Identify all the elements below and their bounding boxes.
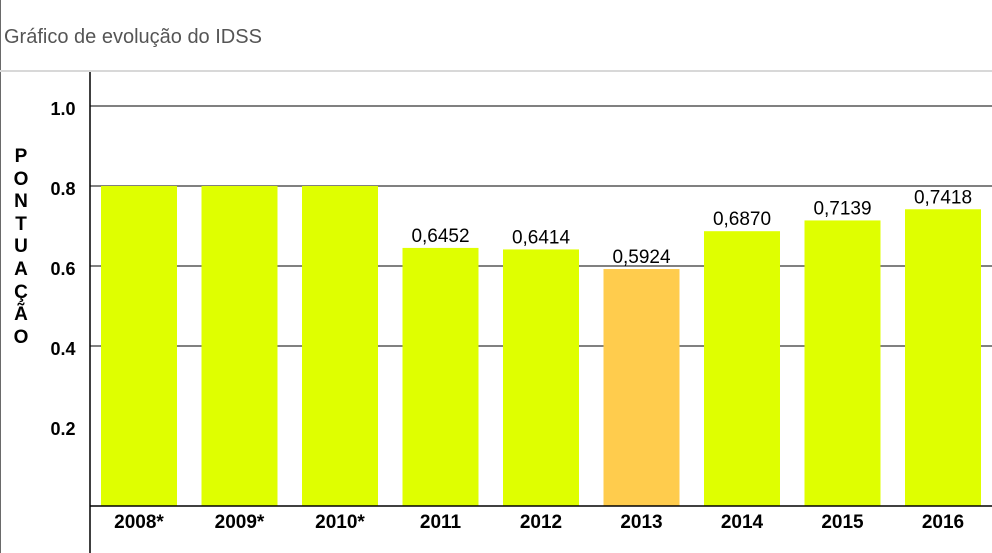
y-tick-label: 0.6: [50, 259, 75, 279]
x-tick-label: 2009*: [215, 512, 265, 533]
bar: [905, 209, 981, 506]
bar: [402, 247, 479, 507]
x-tick-label: 2008*: [114, 512, 164, 533]
data-label: 0,6870: [713, 209, 771, 230]
bar: [201, 186, 278, 506]
y-axis-label-letter: O: [13, 168, 29, 190]
title-divider: [0, 70, 992, 72]
y-axis-label-letter: T: [15, 213, 27, 235]
y-axis-label-letter: Ã: [14, 304, 28, 326]
data-label: 0,6452: [411, 226, 469, 247]
data-label: 0,7139: [813, 198, 871, 219]
x-tick-label: 2010*: [315, 512, 365, 533]
bar: [804, 220, 881, 506]
y-axis-label-letter: N: [14, 191, 28, 213]
y-tick-label: 0.4: [50, 339, 75, 359]
y-axis-label-letter: A: [14, 258, 28, 280]
x-tick-label: 2014: [721, 512, 764, 533]
y-axis-label-letter: Ç: [14, 281, 28, 303]
bar: [302, 186, 378, 506]
y-tick-label: 0.8: [50, 179, 75, 199]
x-tick-label: 2013: [620, 512, 662, 533]
data-label: 0,7418: [914, 187, 972, 208]
bar: [503, 249, 579, 506]
x-tick-label: 2015: [821, 512, 864, 533]
bar: [704, 231, 780, 506]
data-label: 0,6414: [512, 227, 571, 248]
x-tick-label: 2016: [922, 512, 964, 533]
bar: [101, 186, 177, 506]
y-axis-label-letter: U: [14, 236, 28, 258]
data-label: 0,5924: [612, 247, 671, 268]
y-tick-label: 0.2: [50, 419, 75, 439]
bar: [603, 269, 680, 506]
y-axis-label-letter: O: [13, 326, 29, 348]
x-tick-label: 2012: [520, 512, 562, 533]
x-tick-label: 2011: [420, 512, 462, 533]
y-axis-label-letter: P: [14, 146, 28, 167]
frame-border: [0, 0, 1, 553]
y-tick-label: 1.0: [50, 99, 75, 119]
page-title: Gráfico de evolução do IDSS: [4, 26, 262, 48]
